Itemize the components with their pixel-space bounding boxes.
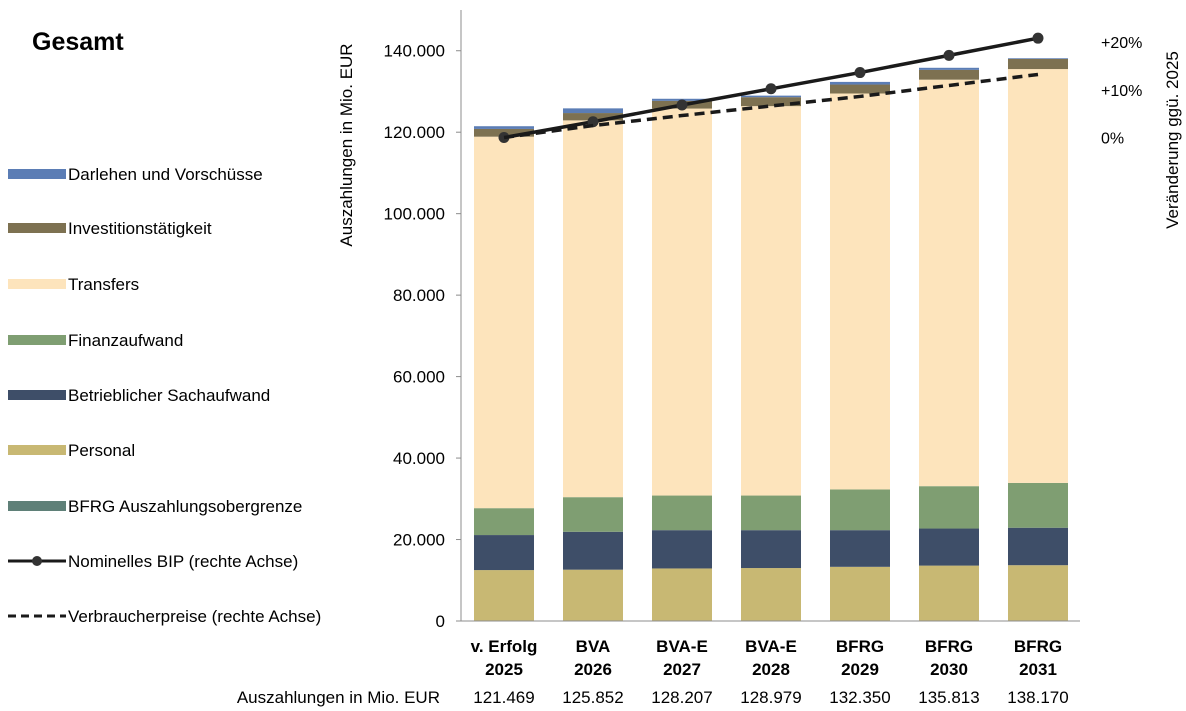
legend-label: BFRG Auszahlungsobergrenze (68, 497, 302, 516)
bar-segment-transfers (919, 79, 979, 487)
left-tick-label: 0 (436, 612, 445, 631)
legend-swatch (8, 223, 66, 233)
totals-row-label: Auszahlungen in Mio. EUR (237, 688, 440, 707)
gdp-point (765, 83, 777, 95)
bar-segment-personal (741, 568, 801, 621)
category-label-line2: 2027 (663, 660, 701, 679)
category-label-line1: BFRG (925, 637, 973, 656)
bar-segment-personal (919, 565, 979, 621)
left-tick-label: 100.000 (384, 205, 445, 224)
bar-segment-darlehen-und-vorsch-sse (830, 81, 890, 85)
total-value: 132.350 (829, 688, 890, 707)
bar-segment-transfers (830, 93, 890, 490)
category-label-line2: 2028 (752, 660, 790, 679)
left-tick-label: 20.000 (393, 531, 445, 550)
bar-segment-betrieblicher-sachaufwand (741, 530, 801, 569)
right-axis-label: Veränderung ggü. 2025 (1163, 51, 1182, 229)
bar-segment-personal (830, 566, 890, 621)
bar-segment-finanzaufwand (1008, 482, 1068, 528)
left-tick-label: 140.000 (384, 42, 445, 61)
legend-swatch (8, 169, 66, 179)
bar-segment-darlehen-und-vorsch-sse (741, 95, 801, 98)
left-tick-label: 80.000 (393, 286, 445, 305)
legend-swatch (8, 445, 66, 455)
right-tick-label: 0% (1101, 131, 1124, 148)
category-label-line2: 2029 (841, 660, 879, 679)
category-label-line2: 2026 (574, 660, 612, 679)
gdp-point (676, 99, 688, 111)
bar-segment-transfers (652, 108, 712, 496)
bar-segment-betrieblicher-sachaufwand (563, 531, 623, 570)
bar-segment-finanzaufwand (563, 497, 623, 532)
bar-segment-transfers (563, 120, 623, 498)
bar-segment-finanzaufwand (741, 495, 801, 531)
bar-segment-investitionst-tigkeit (830, 84, 890, 94)
left-tick-label: 40.000 (393, 449, 445, 468)
category-label-line1: BVA (576, 637, 611, 656)
bar-segment-personal (563, 569, 623, 621)
category-label-line2: 2025 (485, 660, 523, 679)
bar-segment-betrieblicher-sachaufwand (474, 535, 534, 571)
bar-segment-betrieblicher-sachaufwand (830, 530, 890, 567)
category-label-line1: BVA-E (656, 637, 708, 656)
legend-swatch (8, 501, 66, 511)
category-label-line1: BFRG (1014, 637, 1062, 656)
right-tick-label: +10% (1101, 83, 1142, 100)
bar-segment-betrieblicher-sachaufwand (652, 530, 712, 569)
total-value: 128.979 (740, 688, 801, 707)
total-value: 138.170 (1007, 688, 1068, 707)
legend-swatch (8, 390, 66, 400)
bar-segment-personal (652, 568, 712, 621)
chart-title: Gesamt (32, 28, 124, 56)
bar-segment-finanzaufwand (474, 508, 534, 536)
legend-label: Finanzaufwand (68, 331, 183, 350)
bar-segment-darlehen-und-vorsch-sse (1008, 58, 1068, 59)
bar-segment-investitionst-tigkeit (741, 97, 801, 107)
cpi-line (503, 72, 1039, 140)
total-value: 135.813 (918, 688, 979, 707)
category-label-line1: v. Erfolg (471, 637, 538, 656)
bar-segment-darlehen-und-vorsch-sse (919, 67, 979, 70)
legend-label: Investitionstätigkeit (68, 219, 212, 238)
bar-segment-transfers (1008, 69, 1068, 483)
bar-segment-finanzaufwand (652, 495, 712, 531)
left-tick-label: 120.000 (384, 123, 445, 142)
bar-segment-betrieblicher-sachaufwand (1008, 527, 1068, 566)
gdp-point (1032, 32, 1044, 44)
total-value: 128.207 (651, 688, 712, 707)
category-label-line2: 2030 (930, 660, 968, 679)
bar-segment-personal (474, 570, 534, 621)
bar-segment-transfers (474, 136, 534, 509)
bar-segment-darlehen-und-vorsch-sse (474, 126, 534, 129)
legend-label: Verbraucherpreise (rechte Achse) (68, 607, 321, 626)
bar-segment-transfers (741, 106, 801, 496)
gdp-point (943, 49, 955, 61)
bar-segment-darlehen-und-vorsch-sse (563, 108, 623, 114)
legend-swatch (8, 279, 66, 289)
legend-label: Betrieblicher Sachaufwand (68, 386, 270, 405)
bar-segment-investitionst-tigkeit (1008, 58, 1068, 70)
right-tick-label: +20% (1101, 35, 1142, 52)
bar-segment-investitionst-tigkeit (919, 69, 979, 80)
bar-segment-finanzaufwand (830, 489, 890, 531)
category-label-line1: BFRG (836, 637, 884, 656)
bar-segment-betrieblicher-sachaufwand (919, 528, 979, 566)
bar-segment-finanzaufwand (919, 486, 979, 529)
legend-marker (32, 556, 42, 566)
bar-segment-personal (1008, 565, 1068, 621)
gdp-point (854, 67, 866, 79)
legend-label: Darlehen und Vorschüsse (68, 165, 263, 184)
legend-label: Nominelles BIP (rechte Achse) (68, 552, 298, 571)
legend-swatch (8, 335, 66, 345)
total-value: 121.469 (473, 688, 534, 707)
category-label-line1: BVA-E (745, 637, 797, 656)
legend-label: Personal (68, 441, 135, 460)
legend-label: Transfers (68, 275, 139, 294)
category-label-line2: 2031 (1019, 660, 1057, 679)
left-tick-label: 60.000 (393, 368, 445, 387)
total-value: 125.852 (562, 688, 623, 707)
left-axis-label: Auszahlungen in Mio. EUR (337, 43, 356, 246)
